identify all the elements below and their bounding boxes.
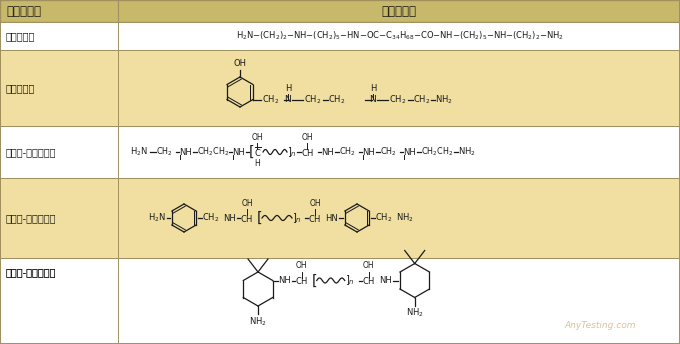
Text: $\mathrm{CH_2CH_2}$: $\mathrm{CH_2CH_2}$: [197, 146, 229, 158]
Text: [: [: [257, 211, 262, 225]
Bar: [0, 0, 680, 22]
Text: OH: OH: [309, 199, 321, 208]
Text: 芳香胺-环氧加成物: 芳香胺-环氧加成物: [6, 213, 56, 223]
Text: 脂环胺-环氧加成物: 脂环胺-环氧加成物: [6, 267, 56, 277]
Text: $\mathrm{CH_2}$: $\mathrm{CH_2}$: [262, 93, 279, 106]
Text: $\mathrm{H_2N}$: $\mathrm{H_2N}$: [130, 146, 148, 158]
Text: NH: NH: [321, 148, 334, 157]
Text: OH: OH: [241, 199, 253, 208]
Text: $\mathrm{CH_2}$: $\mathrm{CH_2}$: [389, 93, 407, 106]
Text: NH: NH: [379, 276, 392, 285]
Bar: [0, 126, 680, 178]
Text: HN: HN: [325, 214, 338, 223]
Text: $\mathrm{CH_2}$: $\mathrm{CH_2}$: [304, 93, 322, 106]
Text: $\mathrm{CH_2}$: $\mathrm{CH_2}$: [380, 146, 396, 158]
Text: NH: NH: [179, 148, 192, 157]
Text: AnyTesting.com: AnyTesting.com: [564, 322, 636, 331]
Text: 脂环胺-环氧加成物: 脂环胺-环氧加成物: [6, 267, 56, 277]
Text: OH: OH: [363, 261, 375, 270]
Text: $\mathrm{NH_2}$: $\mathrm{NH_2}$: [435, 93, 453, 106]
Text: NH: NH: [223, 214, 236, 223]
Text: 脂肪胺-环氧加成物: 脂肪胺-环氧加成物: [6, 147, 56, 157]
Text: N: N: [370, 95, 376, 104]
Text: $\mathrm{CH_2}$: $\mathrm{CH_2}$: [156, 146, 173, 158]
Text: $\mathrm{CH_2}$: $\mathrm{CH_2}$: [375, 212, 392, 224]
Text: $]_n$: $]_n$: [287, 145, 296, 159]
Text: NH: NH: [403, 148, 415, 157]
Text: $\mathrm{NH_2}$: $\mathrm{NH_2}$: [458, 146, 476, 158]
Text: OH: OH: [301, 133, 313, 142]
Text: $\mathrm{NH_2}$: $\mathrm{NH_2}$: [249, 315, 267, 327]
Text: $\mathrm{CH_2}$: $\mathrm{CH_2}$: [413, 93, 430, 106]
Text: $\mathrm{CH}$: $\mathrm{CH}$: [301, 147, 314, 158]
Text: NH: NH: [362, 148, 375, 157]
Bar: [0, 178, 680, 258]
Text: $\mathrm{CH_2CH_2}$: $\mathrm{CH_2CH_2}$: [421, 146, 453, 158]
Text: $]_n$: $]_n$: [292, 211, 302, 225]
Text: OH: OH: [251, 133, 262, 142]
Text: [: [: [249, 145, 254, 159]
Text: $\mathrm{H_2N}$: $\mathrm{H_2N}$: [148, 212, 166, 224]
Text: 聚酰胺结构: 聚酰胺结构: [6, 31, 35, 41]
Text: $\mathrm{CH_2}$: $\mathrm{CH_2}$: [202, 212, 220, 224]
Text: NH: NH: [277, 276, 290, 285]
Text: 固化剂结构: 固化剂结构: [381, 4, 416, 18]
Text: $\mathrm{NH_2}$: $\mathrm{NH_2}$: [406, 307, 424, 319]
Text: NH: NH: [232, 148, 245, 157]
Text: $\mathrm{H_2N{-}(CH_2)_2{-}NH{-}(CH_2)_5{-}HN{-}OC{-}C_{34}H_{68}{-}CO{-}NH{-}(C: $\mathrm{H_2N{-}(CH_2)_2{-}NH{-}(CH_2)_5…: [236, 30, 564, 42]
Bar: [0, 50, 680, 126]
Text: $\mathrm{CH_2}$: $\mathrm{CH_2}$: [328, 93, 345, 106]
Bar: [0, 22, 680, 50]
Text: $\mathrm{CH}$: $\mathrm{CH}$: [294, 275, 308, 286]
Text: $]_n$: $]_n$: [345, 273, 354, 287]
Text: 固化剂类型: 固化剂类型: [6, 4, 41, 18]
Text: $\mathrm{CH_2}$: $\mathrm{CH_2}$: [339, 146, 356, 158]
Text: $\mathrm{NH_2}$: $\mathrm{NH_2}$: [396, 212, 414, 224]
Text: H: H: [285, 84, 291, 93]
Text: H: H: [254, 159, 260, 168]
Bar: [0, 258, 680, 344]
Text: [: [: [311, 273, 318, 288]
Text: $\mathrm{CH}$: $\mathrm{CH}$: [362, 275, 375, 286]
Text: OH: OH: [233, 59, 246, 68]
Text: $\mathrm{CH}$: $\mathrm{CH}$: [308, 213, 322, 224]
Text: H: H: [370, 84, 376, 93]
Text: N: N: [285, 95, 291, 104]
Text: 酚醛胺结构: 酚醛胺结构: [6, 83, 35, 93]
Text: $\overline{\mathrm{C}}$: $\overline{\mathrm{C}}$: [254, 145, 262, 159]
Text: OH: OH: [296, 261, 307, 270]
Text: $\mathrm{CH}$: $\mathrm{CH}$: [240, 213, 254, 224]
